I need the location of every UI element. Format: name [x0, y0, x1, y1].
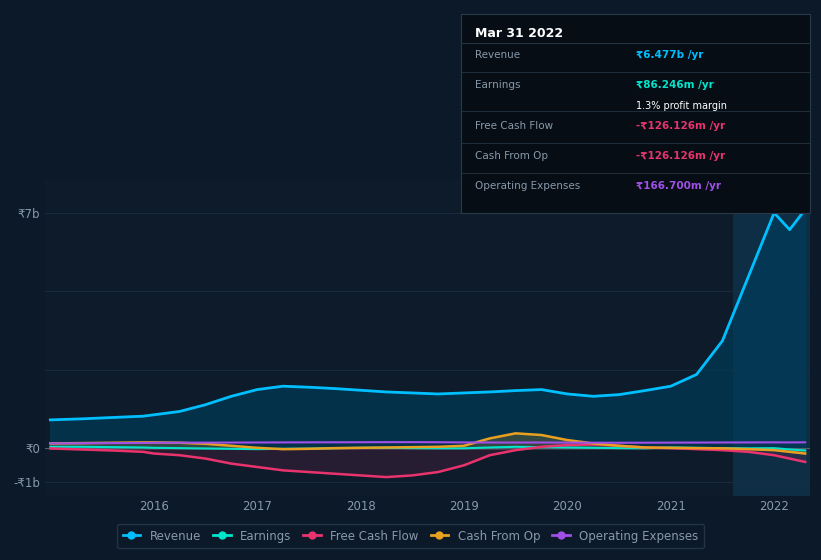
- Text: ₹166.700m /yr: ₹166.700m /yr: [636, 181, 721, 191]
- Text: Operating Expenses: Operating Expenses: [475, 181, 580, 191]
- Text: Cash From Op: Cash From Op: [475, 151, 548, 161]
- Text: Free Cash Flow: Free Cash Flow: [475, 122, 553, 132]
- Legend: Revenue, Earnings, Free Cash Flow, Cash From Op, Operating Expenses: Revenue, Earnings, Free Cash Flow, Cash …: [117, 524, 704, 548]
- Text: Mar 31 2022: Mar 31 2022: [475, 27, 563, 40]
- Text: Earnings: Earnings: [475, 80, 521, 90]
- Text: -₹126.126m /yr: -₹126.126m /yr: [636, 151, 725, 161]
- Text: -₹126.126m /yr: -₹126.126m /yr: [636, 122, 725, 132]
- Text: 1.3% profit margin: 1.3% profit margin: [636, 101, 727, 111]
- Bar: [733, 179, 810, 496]
- Text: ₹6.477b /yr: ₹6.477b /yr: [636, 50, 704, 60]
- Text: Revenue: Revenue: [475, 50, 521, 60]
- Text: ₹86.246m /yr: ₹86.246m /yr: [636, 80, 713, 90]
